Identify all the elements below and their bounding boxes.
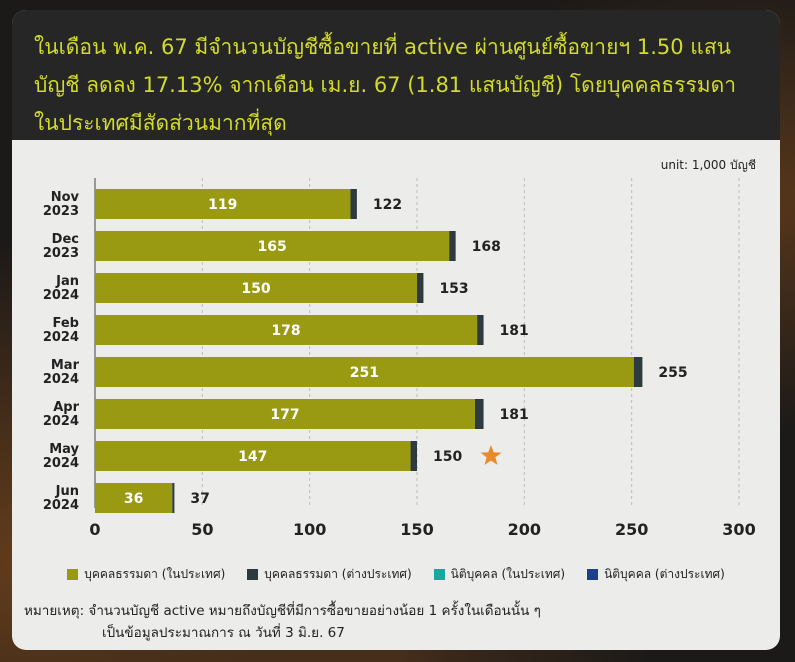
bar-total-label: 255 bbox=[658, 365, 687, 381]
legend-label: บุคคลธรรมดา (ต่างประเทศ) bbox=[264, 567, 412, 581]
category-label: Feb 2024 bbox=[43, 316, 79, 345]
unit-label: unit: 1,000 บัญชี bbox=[660, 158, 756, 172]
legend-label: นิติบุคคล (ต่างประเทศ) bbox=[604, 567, 725, 581]
footnote: หมายเหตุ: จำนวนบัญชี active หมายถึงบัญชี… bbox=[24, 600, 541, 644]
legend-swatch bbox=[433, 569, 445, 580]
bar-segment-1 bbox=[95, 357, 634, 387]
bar-segment-2 bbox=[417, 273, 424, 303]
category-label: Jan 2024 bbox=[43, 274, 79, 303]
category-label: Jun 2024 bbox=[43, 484, 79, 513]
bar-segment-2 bbox=[477, 315, 484, 345]
category-label: Mar 2024 bbox=[43, 358, 80, 387]
bar-segment-2 bbox=[172, 483, 175, 513]
chart-card: ในเดือน พ.ค. 67 มีจำนวนบัญชีซื้อขายที่ a… bbox=[12, 10, 780, 650]
legend-label: บุคคลธรรมดา (ในประเทศ) bbox=[84, 567, 226, 581]
bar-value-label: 150 bbox=[241, 281, 270, 297]
chart-legend: บุคคลธรรมดา (ในประเทศ) บุคคลธรรมดา (ต่างป… bbox=[12, 565, 780, 584]
x-tick-label: 150 bbox=[400, 520, 433, 539]
bar-segment-2 bbox=[350, 189, 357, 219]
footnote-line-2: เป็นข้อมูลประมาณการ ณ วันที่ 3 มิ.ย. 67 bbox=[102, 625, 345, 641]
bar-value-label: 165 bbox=[257, 239, 286, 255]
x-tick-label: 200 bbox=[508, 520, 541, 539]
legend-swatch bbox=[247, 569, 259, 580]
bar-value-label: 251 bbox=[350, 365, 379, 381]
legend-item: บุคคลธรรมดา (ต่างประเทศ) bbox=[247, 565, 412, 584]
legend-item: นิติบุคคล (ต่างประเทศ) bbox=[587, 565, 725, 584]
legend-label: นิติบุคคล (ในประเทศ) bbox=[450, 567, 566, 581]
bar-chart: 0 50 100 150 200 250 300 Nov 2023 119 122 Dec 2023 16… bbox=[43, 178, 756, 539]
bar-total-label: 37 bbox=[190, 491, 209, 507]
bar-value-label: 177 bbox=[270, 407, 299, 423]
bar-total-label: 122 bbox=[373, 197, 402, 213]
x-tick-label: 50 bbox=[191, 520, 213, 539]
bar-segment-1 bbox=[95, 315, 478, 345]
x-tick-label: 250 bbox=[615, 520, 648, 539]
star-icon bbox=[480, 445, 502, 465]
legend-item: นิติบุคคล (ในประเทศ) bbox=[433, 565, 566, 584]
x-tick-label: 300 bbox=[722, 520, 755, 539]
legend-swatch bbox=[67, 569, 79, 580]
bar-segment-2 bbox=[633, 357, 643, 387]
bar-total-label: 168 bbox=[472, 239, 501, 255]
legend-swatch bbox=[587, 569, 599, 580]
bar-segment-2 bbox=[410, 441, 417, 471]
x-tick-label: 0 bbox=[89, 520, 100, 539]
bar-value-label: 147 bbox=[238, 449, 267, 465]
category-label: May 2024 bbox=[43, 442, 80, 471]
bar-value-label: 36 bbox=[124, 491, 143, 507]
bar-value-label: 119 bbox=[208, 197, 237, 213]
bar-value-label: 178 bbox=[271, 323, 300, 339]
bar-segment-1 bbox=[95, 399, 475, 429]
category-label: Nov 2023 bbox=[43, 190, 80, 219]
bar-total-label: 153 bbox=[439, 281, 468, 297]
bar-segment-1 bbox=[95, 483, 173, 513]
bar-segment-1 bbox=[95, 231, 450, 261]
x-tick-label: 100 bbox=[293, 520, 326, 539]
bar-segment-1 bbox=[95, 189, 351, 219]
header-banner: ในเดือน พ.ค. 67 มีจำนวนบัญชีซื้อขายที่ a… bbox=[12, 10, 780, 140]
bar-total-label: 181 bbox=[500, 323, 529, 339]
bar-segment-1 bbox=[95, 441, 411, 471]
headline: ในเดือน พ.ค. 67 มีจำนวนบัญชีซื้อขายที่ a… bbox=[34, 35, 737, 135]
bar-total-label: 150 bbox=[433, 449, 462, 465]
legend-item: บุคคลธรรมดา (ในประเทศ) bbox=[67, 565, 225, 584]
category-label: Apr 2024 bbox=[43, 400, 80, 429]
footnote-line-1: หมายเหตุ: จำนวนบัญชี active หมายถึงบัญชี… bbox=[24, 603, 541, 619]
bar-segment-1 bbox=[95, 273, 417, 303]
bar-total-label: 181 bbox=[500, 407, 529, 423]
category-label: Dec 2023 bbox=[43, 232, 79, 261]
bar-segment-2 bbox=[474, 399, 484, 429]
bar-segment-2 bbox=[449, 231, 456, 261]
